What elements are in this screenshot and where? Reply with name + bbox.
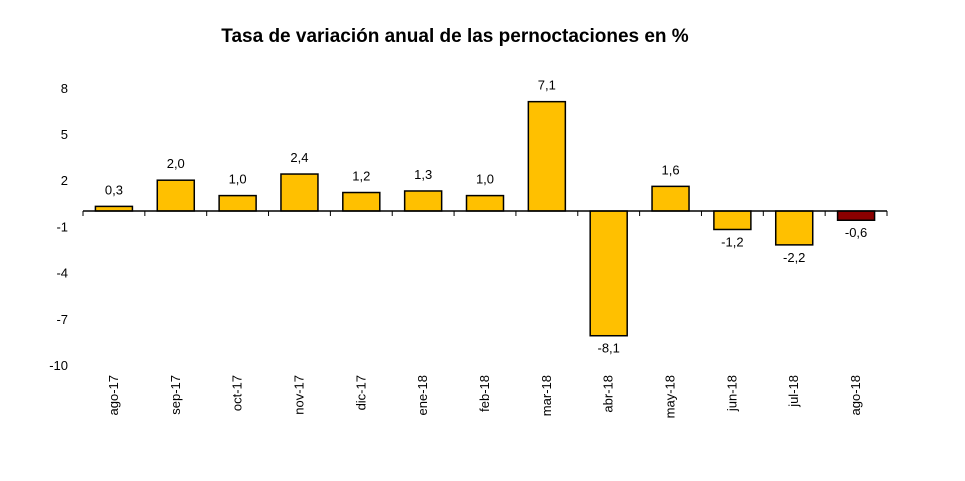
data-label: -0,6 <box>845 225 867 240</box>
bar <box>774 210 814 246</box>
data-label: -2,2 <box>783 250 805 265</box>
chart-title: Tasa de variación anual de las pernoctac… <box>221 26 689 47</box>
x-tick-label: dic-17 <box>353 375 368 410</box>
bar <box>713 210 752 231</box>
x-tick-label: ago-17 <box>106 375 121 415</box>
data-label: 1,2 <box>352 169 370 184</box>
bar <box>589 210 628 337</box>
y-tick-label: -4 <box>56 266 68 281</box>
bar <box>651 185 690 212</box>
x-tick-label: jun-18 <box>724 375 739 412</box>
x-tick-label: ago-18 <box>848 375 863 415</box>
x-tick-label: sep-17 <box>168 375 183 415</box>
bar <box>836 210 876 221</box>
data-label: -8,1 <box>597 341 619 356</box>
y-tick-label: -10 <box>49 358 68 373</box>
data-label: 1,6 <box>661 162 679 177</box>
bar <box>218 194 257 212</box>
y-tick-label: -1 <box>56 219 68 234</box>
bar <box>527 100 567 212</box>
data-label: 1,0 <box>476 172 494 187</box>
x-tick-label: ene-18 <box>415 375 430 415</box>
bar <box>156 179 196 212</box>
x-tick-label: oct-17 <box>230 375 245 411</box>
bar <box>403 190 443 212</box>
y-tick-label: 5 <box>61 127 68 142</box>
data-label: 0,3 <box>105 182 123 197</box>
x-tick-label: mar-18 <box>539 375 554 416</box>
data-label: 1,0 <box>229 172 247 187</box>
x-tick-label: feb-18 <box>477 375 492 412</box>
data-label: -1,2 <box>721 234 743 249</box>
data-label: 2,4 <box>290 150 308 165</box>
y-tick-label: 2 <box>61 173 68 188</box>
y-tick-label: -7 <box>56 312 68 327</box>
data-label: 1,3 <box>414 167 432 182</box>
bar <box>342 191 381 212</box>
x-tick-label: jul-18 <box>786 375 801 408</box>
x-tick-label: abr-18 <box>601 375 616 413</box>
bar <box>465 194 505 212</box>
data-label: 7,1 <box>538 78 556 93</box>
data-label: 2,0 <box>167 156 185 171</box>
y-tick-label: 8 <box>61 81 68 96</box>
x-tick-label: may-18 <box>663 375 678 418</box>
x-tick-label: nov-17 <box>291 375 306 415</box>
bar <box>280 173 319 212</box>
